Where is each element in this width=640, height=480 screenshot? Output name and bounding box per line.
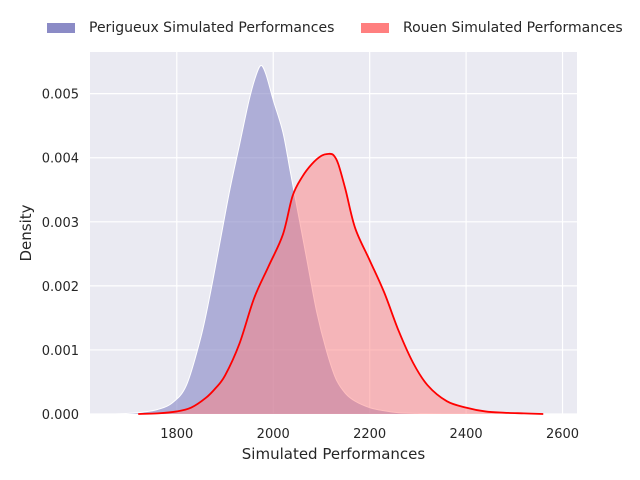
legend-item-rouen: Rouen Simulated Performances [361,20,623,36]
x-tick-label: 2600 [546,427,579,442]
y-tick-label: 0.003 [42,216,79,231]
x-tick-label: 2400 [450,427,483,442]
x-axis-label: Simulated Performances [242,445,426,463]
y-tick-label: 0.005 [42,88,79,103]
legend-swatch-rouen [361,23,389,33]
line-rouen [138,152,544,415]
y-axis-label: Density [17,204,35,261]
legend: Perigueux Simulated Performances Rouen S… [0,20,640,42]
legend-swatch-perigueux [47,23,75,33]
y-tick-label: 0.002 [42,280,79,295]
x-tick-label: 2200 [353,427,386,442]
x-axis-ticks: 1800 2000 2200 2400 2600 [160,427,579,442]
legend-label-rouen: Rouen Simulated Performances [403,20,623,36]
legend-item-perigueux: Perigueux Simulated Performances [47,20,334,36]
series-layer [114,64,544,415]
legend-label-perigueux: Perigueux Simulated Performances [89,20,335,36]
y-tick-label: 0.001 [42,344,79,359]
y-tick-label: 0.000 [42,408,79,423]
y-axis-ticks: 0.000 0.001 0.002 0.003 0.004 0.005 [42,88,79,423]
x-tick-label: 1800 [160,427,193,442]
y-tick-label: 0.004 [42,152,79,167]
area-rouen [138,153,544,415]
x-tick-label: 2000 [257,427,290,442]
